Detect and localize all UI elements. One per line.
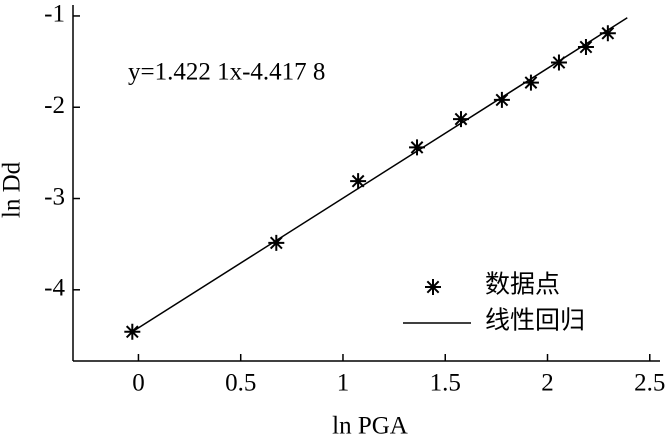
- marker: [425, 279, 441, 295]
- marker: [599, 25, 616, 42]
- x-tick-label: 0.5: [225, 370, 256, 397]
- y-tick-label: -1: [44, 1, 65, 28]
- marker: [550, 54, 567, 71]
- marker: [409, 139, 426, 156]
- y-tick-label: -4: [44, 275, 65, 302]
- marker: [268, 234, 285, 251]
- marker: [493, 91, 510, 108]
- y-axis-label: ln Dd: [0, 161, 26, 218]
- x-tick-label: 1.5: [430, 370, 461, 397]
- x-axis-label: ln PGA: [332, 413, 408, 440]
- legend-label: 数据点: [485, 271, 560, 299]
- legend-label: 线性回归: [485, 307, 585, 335]
- y-tick-label: -3: [44, 183, 65, 210]
- marker: [452, 111, 469, 128]
- marker: [577, 38, 594, 55]
- x-tick-label: 2.5: [634, 370, 665, 397]
- x-tick-label: 1: [337, 370, 350, 397]
- fit-line: [131, 17, 628, 333]
- equation: y=1.422 1x-4.417 8: [128, 59, 325, 86]
- y-tick-label: -2: [44, 92, 65, 119]
- x-tick-label: 0: [132, 370, 145, 397]
- x-tick-label: 2: [541, 370, 554, 397]
- marker: [522, 74, 539, 91]
- marker: [350, 173, 367, 190]
